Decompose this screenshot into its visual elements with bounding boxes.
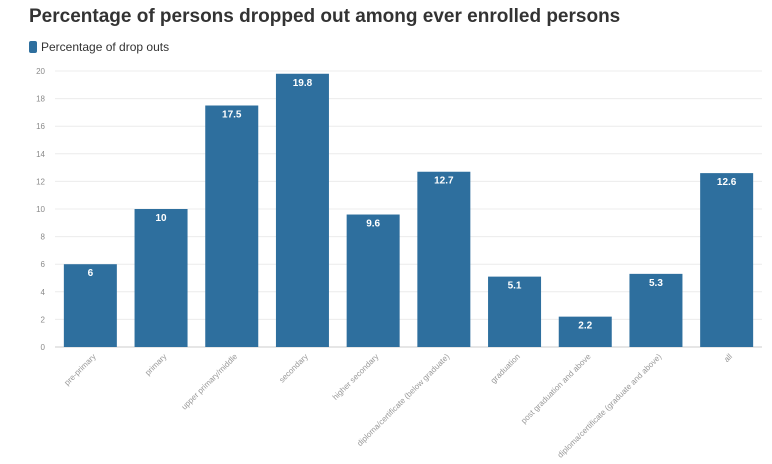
data-label: 12.6 (717, 177, 737, 188)
y-tick-label: 2 (41, 315, 46, 324)
category-label: pre-primary (62, 352, 97, 387)
category-label: graduation (489, 352, 522, 385)
category-label: upper primary/middle (180, 352, 240, 412)
y-tick-label: 16 (36, 122, 45, 131)
data-label: 2.2 (578, 321, 592, 332)
bar[interactable] (205, 105, 259, 348)
data-label: 17.5 (222, 110, 242, 121)
y-tick-label: 12 (36, 177, 45, 186)
y-tick-label: 14 (36, 150, 45, 159)
bar[interactable] (134, 209, 188, 347)
y-tick-label: 0 (41, 343, 46, 352)
data-label: 5.3 (649, 278, 663, 289)
chart-title: Percentage of persons dropped out among … (29, 6, 621, 27)
category-label: primary (143, 352, 168, 377)
data-label: 19.8 (293, 78, 313, 89)
y-tick-label: 6 (41, 260, 46, 269)
data-label: 10 (155, 213, 167, 224)
legend[interactable]: Percentage of drop outs (29, 40, 169, 54)
bar[interactable] (629, 273, 683, 347)
data-label: 5.1 (508, 281, 522, 292)
data-label: 6 (88, 268, 94, 279)
data-label: 9.6 (366, 219, 380, 230)
bar[interactable] (63, 264, 117, 347)
y-tick-label: 8 (41, 233, 46, 242)
legend-label: Percentage of drop outs (41, 40, 170, 54)
category-label: secondary (277, 352, 309, 384)
bar[interactable] (417, 171, 471, 347)
y-tick-label: 10 (36, 205, 45, 214)
y-tick-label: 18 (36, 95, 45, 104)
legend-swatch (29, 41, 37, 53)
bar[interactable] (346, 214, 400, 347)
data-label: 12.7 (434, 176, 454, 187)
bar[interactable] (488, 276, 542, 347)
category-label: higher secondary (331, 352, 381, 402)
category-label: all (722, 352, 734, 364)
bar[interactable] (558, 316, 612, 347)
y-tick-label: 4 (41, 288, 46, 297)
bar[interactable] (700, 173, 754, 347)
bar[interactable] (275, 73, 329, 347)
category-label: post graduation and above (519, 352, 593, 426)
y-tick-label: 20 (36, 67, 45, 76)
